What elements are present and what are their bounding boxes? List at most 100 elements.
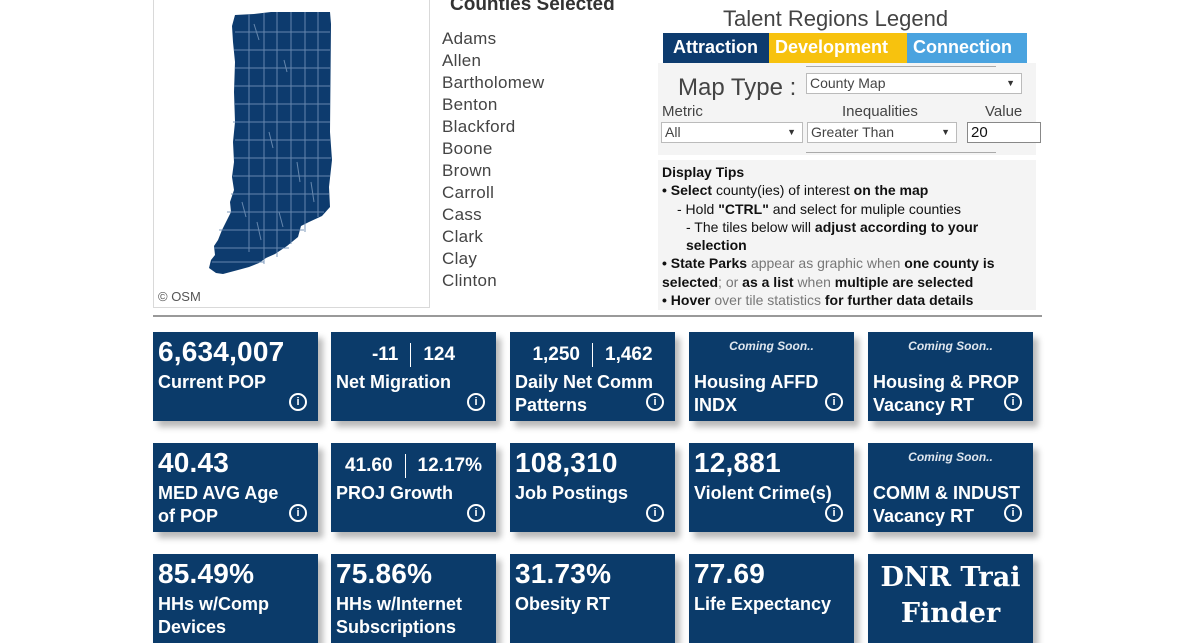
tile-current-pop[interactable]: 6,634,007 Current POP i bbox=[153, 332, 318, 421]
tile-value: 31.73% bbox=[515, 558, 612, 589]
county-item[interactable]: Bartholomew bbox=[442, 73, 545, 92]
tile-label-line: HHs w/Comp bbox=[158, 594, 270, 614]
tile-label-line: INDX bbox=[694, 395, 738, 415]
inequalities-select[interactable]: Greater Than ▼ bbox=[807, 122, 957, 143]
info-icon[interactable]: i bbox=[467, 393, 485, 411]
tile-net-migration[interactable]: -11 124 Net Migration i bbox=[331, 332, 496, 421]
tile-value-pair: 41.60 12.17% bbox=[331, 454, 496, 478]
dropdown-arrow-icon: ▼ bbox=[941, 127, 950, 137]
map-attribution: © OSM bbox=[158, 289, 201, 304]
tip-text: • Select bbox=[662, 182, 716, 199]
dnr-line: DNR Trai bbox=[880, 562, 1021, 593]
tips-title: Display Tips bbox=[662, 164, 745, 180]
tile-life-expectancy[interactable]: 77.69 Life Expectancy bbox=[689, 554, 854, 643]
tile-label-line: MED AVG Age bbox=[158, 483, 279, 503]
tile-value: 75.86% bbox=[336, 558, 433, 589]
info-icon[interactable]: i bbox=[467, 504, 485, 522]
dropdown-arrow-icon: ▼ bbox=[1006, 78, 1015, 88]
tip-text: as a list bbox=[742, 273, 798, 290]
value-separator bbox=[592, 343, 593, 367]
display-tips: Display Tips • Select county(ies) of int… bbox=[662, 163, 1034, 309]
tile-housing-affd[interactable]: Coming Soon.. Housing AFFD INDX i bbox=[689, 332, 854, 421]
tile-label-line: Housing & PROP bbox=[873, 372, 1020, 392]
dropdown-arrow-icon: ▼ bbox=[787, 127, 796, 137]
metric-select[interactable]: All ▼ bbox=[661, 122, 803, 143]
tile-label-line: Daily Net Comm bbox=[515, 372, 654, 392]
tip-text: - Hold bbox=[677, 200, 719, 217]
tile-label-line: Vacancy RT bbox=[873, 506, 975, 526]
tile-obesity[interactable]: 31.73% Obesity RT bbox=[510, 554, 675, 643]
tile-label: PROJ Growth bbox=[336, 483, 454, 503]
talent-regions-legend: Attraction Development Connection bbox=[663, 33, 1027, 63]
info-icon[interactable]: i bbox=[289, 393, 307, 411]
tile-label-line: Subscriptions bbox=[336, 617, 457, 637]
county-item[interactable]: Benton bbox=[442, 95, 498, 114]
tile-label-line: Devices bbox=[158, 617, 227, 637]
tile-label: Life Expectancy bbox=[694, 594, 832, 614]
county-item[interactable]: Clark bbox=[442, 227, 484, 246]
tile-label: Obesity RT bbox=[515, 594, 611, 614]
county-map[interactable]: © OSM bbox=[153, 0, 430, 308]
tile-label-line: Patterns bbox=[515, 395, 588, 415]
tile-label: Daily Net Comm Patterns bbox=[515, 371, 653, 417]
county-item[interactable]: Boone bbox=[442, 139, 493, 158]
value-separator bbox=[410, 343, 412, 367]
map-type-select[interactable]: County Map ▼ bbox=[806, 73, 1022, 94]
info-icon[interactable]: i bbox=[646, 393, 664, 411]
tile-label-line: Vacancy RT bbox=[873, 395, 975, 415]
tile-value-a: -11 bbox=[371, 344, 399, 365]
tip-text: "CTRL" bbox=[718, 200, 769, 217]
tile-med-age[interactable]: 40.43 MED AVG Age of POP i bbox=[153, 443, 318, 532]
tile-value: 85.49% bbox=[158, 558, 255, 589]
county-item[interactable]: Blackford bbox=[442, 117, 516, 136]
tile-value-b: 124 bbox=[423, 344, 456, 365]
tip-text: • State Parks bbox=[662, 255, 751, 272]
tile-job-postings[interactable]: 108,310 Job Postings i bbox=[510, 443, 675, 532]
tile-value: 6,634,007 bbox=[158, 336, 285, 367]
tile-daily-net-comm[interactable]: 1,250 1,462 Daily Net Comm Patterns i bbox=[510, 332, 675, 421]
county-item[interactable]: Carroll bbox=[442, 183, 495, 202]
county-item[interactable]: Clay bbox=[442, 249, 478, 268]
dnr-trail-finder-link[interactable]: DNR Trai Finder bbox=[868, 560, 1033, 632]
inequalities-value: Greater Than bbox=[811, 124, 895, 140]
county-item[interactable]: Clinton bbox=[442, 271, 498, 290]
tile-label-line: Housing AFFD bbox=[694, 372, 819, 392]
county-item[interactable]: Allen bbox=[442, 51, 482, 70]
tile-comm-indust[interactable]: Coming Soon.. COMM & INDUST Vacancy RT i bbox=[868, 443, 1033, 532]
tile-violent-crime[interactable]: 12,881 Violent Crime(s) i bbox=[689, 443, 854, 532]
tile-label: Housing AFFD INDX bbox=[694, 371, 818, 417]
tip-text: when bbox=[797, 273, 835, 290]
tile-internet-subscriptions[interactable]: 75.86% HHs w/Internet Subscriptions bbox=[331, 554, 496, 643]
tile-label: Housing & PROP Vacancy RT bbox=[873, 371, 1019, 417]
tile-dnr-trail-finder[interactable]: DNR Trai Finder bbox=[868, 554, 1033, 643]
tip-text: one county is selected bbox=[662, 255, 995, 290]
indiana-map[interactable] bbox=[209, 12, 384, 277]
state-shape[interactable] bbox=[209, 12, 332, 274]
tip-text: appear as graphic when bbox=[750, 255, 905, 272]
county-item[interactable]: Adams bbox=[442, 29, 497, 48]
info-icon[interactable]: i bbox=[825, 504, 843, 522]
tile-label: MED AVG Age of POP bbox=[158, 482, 278, 528]
info-icon[interactable]: i bbox=[289, 504, 307, 522]
tile-label: Violent Crime(s) bbox=[694, 483, 832, 503]
coming-soon-label: Coming Soon.. bbox=[908, 450, 993, 464]
tile-label: HHs w/Internet Subscriptions bbox=[336, 593, 462, 639]
tile-value-b: 12.17% bbox=[417, 455, 482, 476]
info-icon[interactable]: i bbox=[825, 393, 843, 411]
tile-label: Current POP bbox=[158, 372, 267, 392]
tile-value-b: 1,462 bbox=[605, 344, 653, 365]
inequalities-label: Inequalities bbox=[842, 103, 918, 120]
tip-text: over tile statistics bbox=[714, 292, 825, 309]
tile-housing-prop[interactable]: Coming Soon.. Housing & PROP Vacancy RT i bbox=[868, 332, 1033, 421]
info-icon[interactable]: i bbox=[1004, 504, 1022, 522]
value-input[interactable]: 20 bbox=[967, 122, 1041, 143]
tip-text: and select for muliple counties bbox=[768, 200, 962, 217]
tip-text: for further data details bbox=[824, 292, 974, 309]
tile-value: 40.43 bbox=[158, 447, 230, 478]
county-item[interactable]: Brown bbox=[442, 161, 492, 180]
county-item[interactable]: Cass bbox=[442, 205, 482, 224]
map-type-label: Map Type : bbox=[678, 74, 797, 101]
tile-proj-growth[interactable]: 41.60 12.17% PROJ Growth i bbox=[331, 443, 496, 532]
info-icon[interactable]: i bbox=[1004, 393, 1022, 411]
info-icon[interactable]: i bbox=[646, 504, 664, 522]
